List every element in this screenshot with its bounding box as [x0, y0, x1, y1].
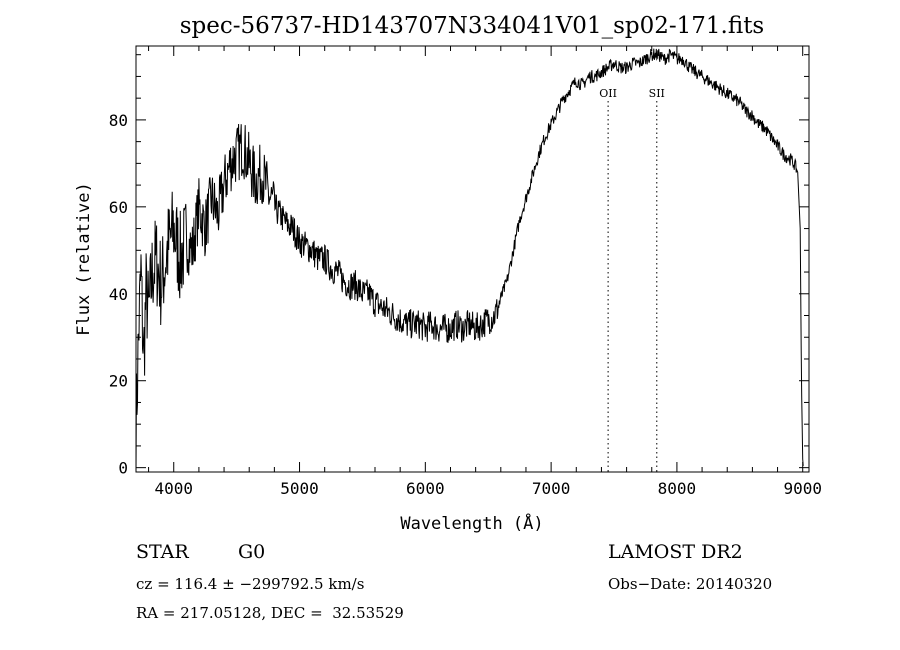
- object-subclass: G0: [238, 541, 266, 563]
- survey-name: LAMOST DR2: [608, 541, 743, 563]
- y-tick-label: 40: [109, 285, 128, 304]
- y-tick-label: 20: [109, 372, 128, 391]
- annotation-label: SII: [649, 87, 665, 100]
- x-tick-label: 7000: [532, 479, 571, 498]
- y-tick-label: 60: [109, 198, 128, 217]
- y-axis-label: Flux (relative): [74, 182, 94, 336]
- plot-frame: [135, 45, 810, 473]
- y-tick-label: 0: [118, 459, 128, 478]
- line-annotations: OII SII: [599, 87, 665, 472]
- y-tick-label: 80: [109, 111, 128, 130]
- x-tick-label: 5000: [280, 479, 319, 498]
- chart-title: spec-56737-HD143707N334041V01_sp02-171.f…: [180, 13, 765, 39]
- x-axis-label: Wavelength (Å): [400, 512, 543, 534]
- object-class: STAR: [136, 541, 189, 563]
- x-tick-label: 9000: [783, 479, 822, 498]
- x-tick-label: 8000: [658, 479, 697, 498]
- annotation-label: OII: [599, 87, 617, 100]
- axis-ticks: 4000 5000 6000 7000 8000 9000 0 20 40 60 80: [109, 46, 822, 498]
- x-tick-label: 4000: [154, 479, 193, 498]
- spectrum-series-line: [135, 48, 804, 473]
- observation-date: Obs−Date: 20140320: [608, 575, 773, 593]
- coordinates-info: RA = 217.05128, DEC = 32.53529: [136, 604, 404, 622]
- redshift-info: cz = 116.4 ± −299792.5 km/s: [136, 575, 365, 593]
- x-tick-label: 6000: [406, 479, 445, 498]
